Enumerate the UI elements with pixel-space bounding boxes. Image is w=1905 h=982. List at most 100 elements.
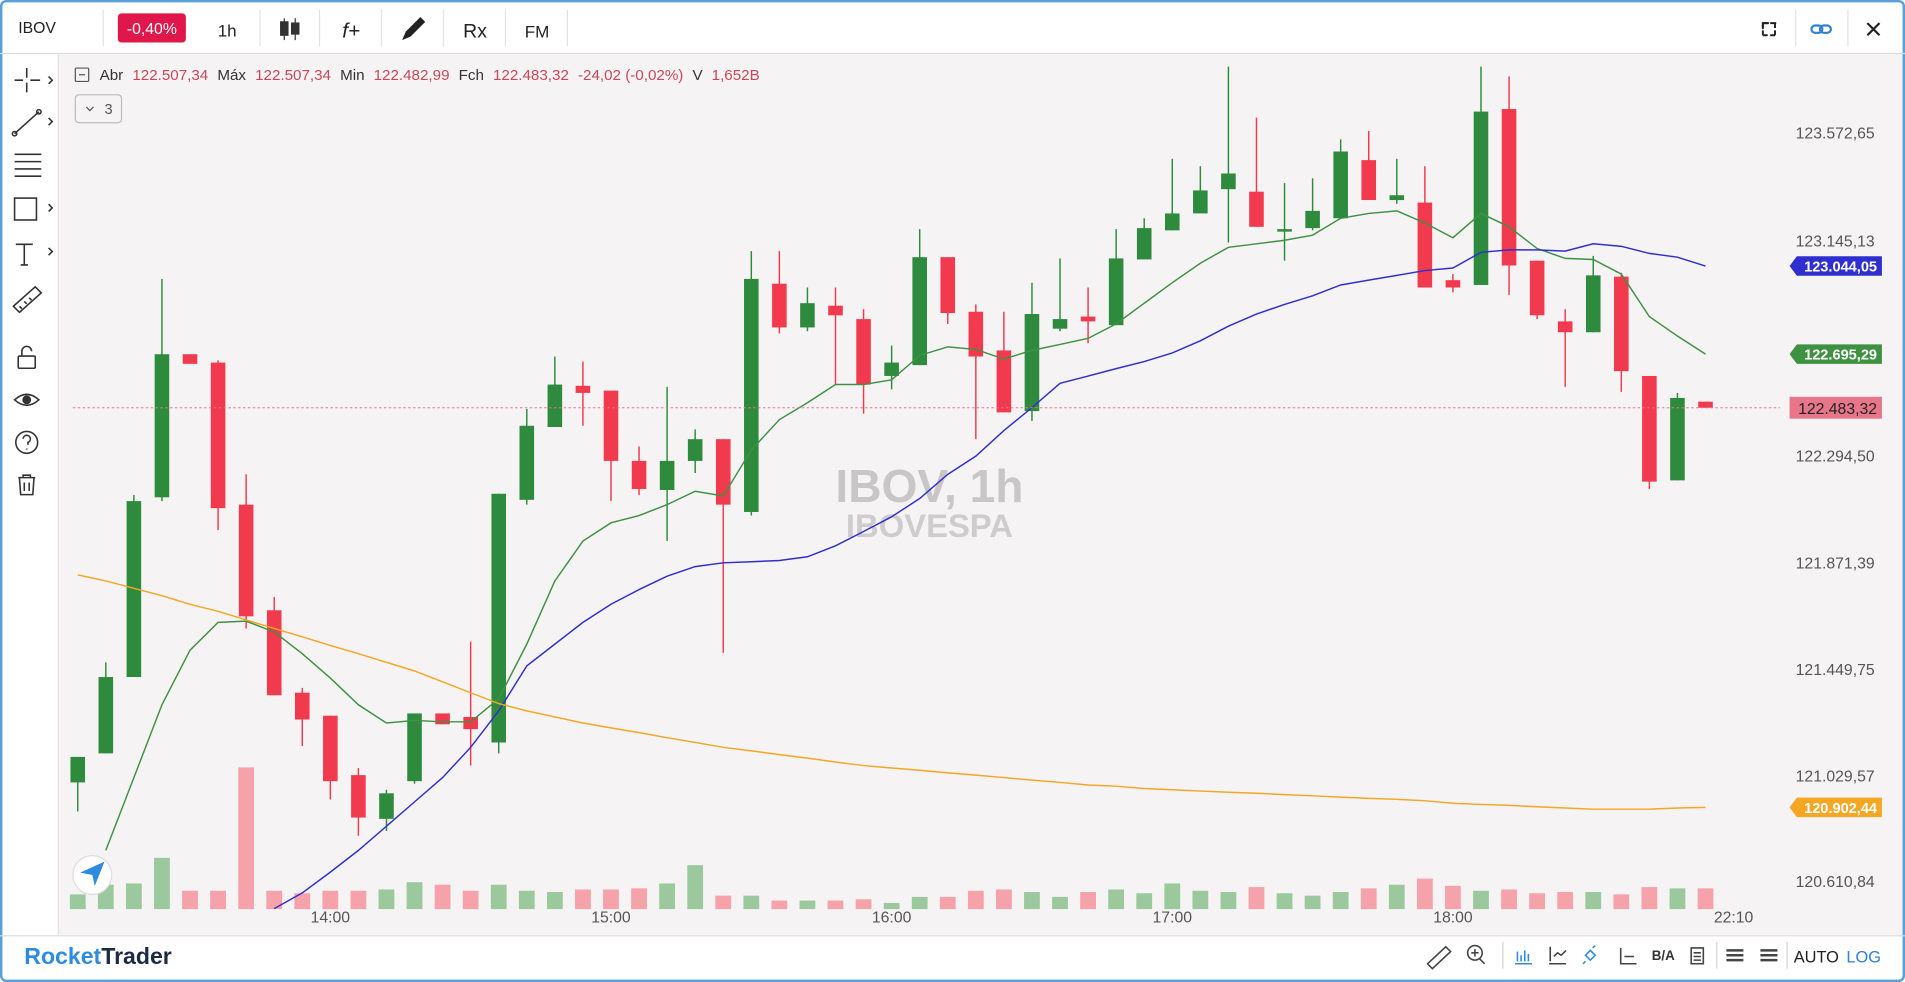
crosshair-tool[interactable] [14, 68, 54, 93]
fullscreen-button[interactable] [1761, 22, 1777, 37]
volume-bar [911, 896, 928, 910]
book-button[interactable] [1690, 947, 1705, 965]
candle-body [631, 460, 647, 489]
volume-bar [182, 890, 198, 910]
indicators-count: 3 [104, 102, 112, 118]
auto-button[interactable]: AUTO [1794, 949, 1839, 967]
volume-bar [125, 883, 142, 910]
volume-bar [631, 888, 647, 910]
indicators-button[interactable] [74, 94, 123, 124]
lock-tool[interactable] [17, 345, 37, 370]
candle-body [1052, 319, 1068, 329]
moving-average [105, 210, 1706, 851]
chart-toggle[interactable] [1549, 946, 1567, 965]
list-button[interactable] [1726, 949, 1744, 962]
candle-body [323, 715, 338, 782]
volume-toggle[interactable] [1515, 950, 1533, 965]
text-tool[interactable] [15, 243, 54, 266]
candle-body [491, 493, 507, 743]
volume-bar [406, 882, 423, 910]
measure-button[interactable] [1426, 945, 1452, 970]
interval[interactable]: 1h [218, 21, 237, 40]
candle-body [687, 439, 703, 461]
last-price-label: 122.483,32 [1798, 401, 1877, 418]
symbol[interactable]: IBOV [18, 20, 56, 37]
trash-tool[interactable] [18, 474, 36, 496]
volume-bar [210, 890, 226, 910]
volume-bar [1445, 885, 1461, 910]
volume-bar [1585, 891, 1602, 910]
candle-body [828, 305, 843, 316]
low-label: Min [340, 67, 364, 84]
orders-button[interactable] [1760, 949, 1778, 962]
axis-toggle[interactable] [1619, 947, 1637, 965]
candle-body [1614, 276, 1629, 372]
collapse-button[interactable] [74, 67, 90, 83]
volume-bar [434, 884, 451, 910]
ruler-tool[interactable] [12, 285, 43, 314]
fib-tool[interactable] [14, 153, 42, 178]
y-tick-label: 123.572,65 [1796, 125, 1875, 142]
fm-button[interactable]: FM [525, 23, 550, 42]
volume-bar [266, 890, 283, 910]
legend: Abr 122.507,34 Máx 122.507,34 Min 122.48… [100, 67, 760, 84]
help-tool[interactable] [15, 430, 39, 455]
candle-body [70, 756, 86, 783]
shape-tool[interactable] [13, 197, 54, 221]
candle-type-button[interactable] [280, 18, 300, 41]
log-button[interactable]: LOG [1846, 949, 1881, 967]
x-tick-label: 18:00 [1433, 909, 1473, 926]
volume-value: 1,652B [712, 67, 760, 84]
change: -0,40% [127, 21, 177, 38]
volume-bar [1613, 894, 1630, 910]
volume-bar [1557, 891, 1574, 910]
volume-bar [1697, 888, 1714, 910]
close-button[interactable] [1866, 22, 1881, 37]
brand: RocketTrader [24, 943, 172, 969]
eye-tool[interactable] [13, 393, 41, 407]
line-tool[interactable] [11, 108, 54, 137]
volume-label: V [692, 67, 703, 84]
candle-body [772, 283, 787, 328]
bid-ask-button[interactable]: B/A [1652, 948, 1675, 963]
candle-body [182, 354, 198, 364]
candle-body [1642, 375, 1657, 482]
candle-body [968, 311, 984, 357]
volume-bar [1473, 890, 1489, 910]
reset-button[interactable]: Rx [463, 21, 487, 43]
volume-bar [659, 883, 676, 910]
series-price-label: 120.902,44 [1804, 801, 1878, 817]
volume-bar [154, 857, 170, 910]
volume-bar [1024, 891, 1040, 910]
candle-body [1417, 202, 1433, 288]
candle-body [856, 319, 871, 385]
candle-body [1080, 316, 1096, 322]
draw-button[interactable] [402, 17, 426, 41]
x-tick-label: 17:00 [1153, 909, 1193, 926]
candle-body [519, 425, 535, 500]
candle-body [1529, 260, 1545, 316]
zoom-button[interactable] [1466, 944, 1486, 965]
volume-bar [350, 890, 367, 910]
candle-body [1249, 191, 1264, 227]
volume-bar [1641, 887, 1658, 910]
y-tick-label: 123.145,13 [1796, 234, 1875, 251]
candle-body [351, 775, 366, 818]
candle-body [294, 692, 310, 720]
link-button[interactable] [1810, 24, 1832, 34]
volume-bar [771, 900, 788, 910]
function-button[interactable]: f+ [342, 20, 360, 43]
candle-body [1305, 210, 1320, 229]
candle-body [154, 354, 170, 498]
volume-bar [518, 890, 535, 910]
volume-bar [827, 900, 844, 910]
candle-body [1193, 190, 1208, 214]
series-price-tag [1789, 256, 1882, 276]
candle-body [238, 504, 254, 617]
candle-body [1024, 314, 1040, 412]
grid-toggle[interactable] [1582, 944, 1597, 965]
series-price-tag [1789, 797, 1882, 818]
volume-bar [1220, 891, 1237, 910]
volume-bar [1276, 893, 1293, 910]
candle-body [266, 610, 282, 696]
